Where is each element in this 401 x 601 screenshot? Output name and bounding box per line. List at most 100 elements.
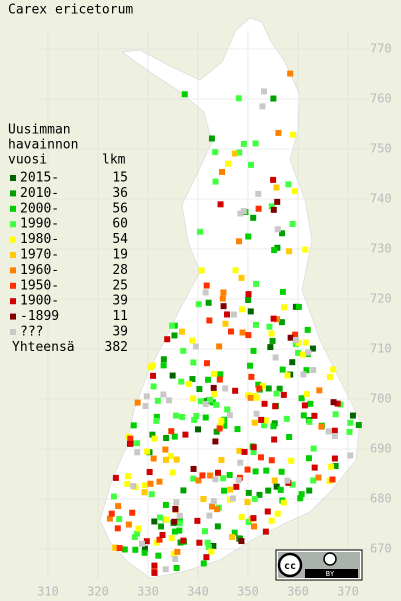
- observation: [194, 517, 201, 524]
- observation: [112, 474, 119, 481]
- observation: [182, 431, 189, 438]
- observation: [142, 403, 149, 410]
- observation: [233, 483, 240, 490]
- observation: [346, 428, 353, 435]
- observation: [292, 303, 299, 310]
- observation: [268, 457, 275, 464]
- observation: [238, 274, 245, 281]
- observation: [172, 412, 179, 419]
- observation: [304, 326, 311, 333]
- observation: [150, 455, 157, 462]
- observation: [228, 328, 235, 335]
- x-tick-label: 370: [337, 585, 359, 599]
- observation: [292, 336, 299, 343]
- observation: [218, 417, 225, 424]
- observation: [180, 347, 187, 354]
- observation: [114, 525, 121, 532]
- observation: [232, 267, 239, 274]
- observation: [198, 267, 205, 274]
- observation: [174, 548, 181, 555]
- observation: [163, 516, 170, 523]
- observation: [240, 140, 247, 147]
- observation: [315, 474, 322, 481]
- legend-count: 54: [112, 232, 128, 247]
- observation: [149, 431, 156, 438]
- observation: [112, 544, 119, 551]
- legend-label: 1990-: [20, 217, 59, 232]
- x-tick-label: 360: [287, 585, 309, 599]
- observation: [110, 493, 117, 500]
- legend-label: 1970-: [20, 248, 59, 263]
- observation: [212, 476, 219, 483]
- observation: [271, 436, 278, 443]
- observation: [226, 412, 233, 419]
- observation: [191, 416, 198, 423]
- y-tick-label: 740: [370, 192, 392, 206]
- x-tick-label: 330: [137, 585, 159, 599]
- observation: [216, 343, 223, 350]
- legend-total: 382: [105, 340, 128, 355]
- observation: [276, 385, 283, 392]
- observation: [231, 150, 238, 157]
- observation: [295, 349, 302, 356]
- observation: [255, 205, 262, 212]
- observation: [259, 103, 266, 110]
- observation: [170, 551, 177, 558]
- observation: [334, 400, 341, 407]
- observation: [250, 515, 257, 522]
- observation: [163, 435, 170, 442]
- observation: [306, 487, 313, 494]
- observation: [202, 289, 209, 296]
- observation: [331, 427, 338, 434]
- legend-count: 39: [112, 325, 128, 340]
- legend-label: 1950-: [20, 278, 59, 293]
- observation: [210, 384, 217, 391]
- legend-count: 15: [112, 171, 128, 186]
- legend-label: 2015-: [20, 171, 59, 186]
- observation: [257, 454, 264, 461]
- observation: [121, 546, 128, 553]
- observation: [297, 495, 304, 502]
- observation: [253, 280, 260, 287]
- observation: [238, 538, 245, 545]
- x-tick-label: 310: [37, 585, 59, 599]
- observation: [224, 311, 231, 318]
- observation: [115, 503, 122, 510]
- observation: [274, 226, 281, 233]
- observation: [264, 508, 271, 515]
- observation: [217, 201, 224, 208]
- observation: [217, 371, 224, 378]
- observation: [208, 503, 215, 510]
- observation: [116, 516, 123, 523]
- observation: [288, 457, 295, 464]
- x-tick-label: 350: [237, 585, 259, 599]
- observation: [279, 288, 286, 295]
- observation: [302, 246, 309, 253]
- observation: [162, 456, 169, 463]
- observation: [330, 399, 337, 406]
- observation: [270, 423, 277, 430]
- observation: [158, 523, 165, 530]
- observation: [172, 555, 179, 562]
- observation: [251, 419, 258, 426]
- observation: [160, 356, 167, 363]
- observation: [298, 395, 305, 402]
- observation: [305, 349, 312, 356]
- observation: [347, 419, 354, 426]
- observation: [222, 320, 229, 327]
- observation: [235, 477, 242, 484]
- observation: [213, 401, 220, 408]
- observation: [250, 214, 257, 221]
- observation: [274, 244, 281, 251]
- observation: [190, 465, 197, 472]
- observation: [290, 131, 297, 138]
- legend-label: 1900-: [20, 294, 59, 309]
- observation: [303, 391, 310, 398]
- observation: [279, 366, 286, 373]
- cc-circle: [277, 552, 303, 578]
- observation: [178, 328, 185, 335]
- observation: [303, 367, 310, 374]
- observations: [106, 70, 362, 576]
- observation: [180, 537, 187, 544]
- observation: [212, 149, 219, 156]
